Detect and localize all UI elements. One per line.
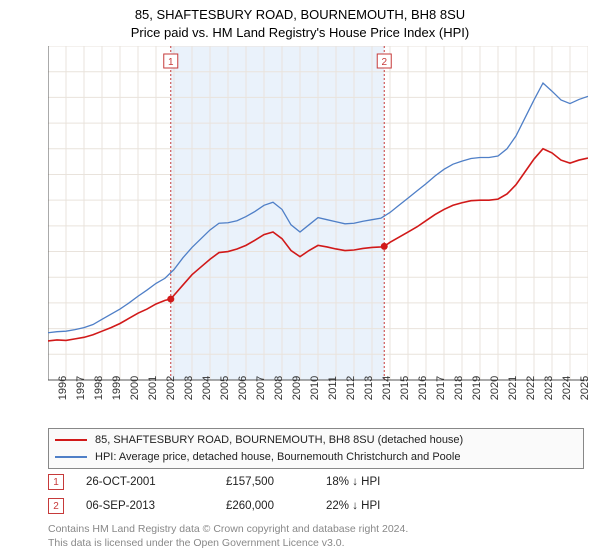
svg-text:2011: 2011 — [327, 376, 339, 400]
sale-delta-1: 18% ↓ HPI — [326, 476, 466, 488]
sales-block: 1 26-OCT-2001 £157,500 18% ↓ HPI 2 06-SE… — [48, 470, 584, 518]
title-line-2: Price paid vs. HM Land Registry's House … — [0, 24, 600, 42]
svg-text:2006: 2006 — [237, 376, 249, 400]
chart-svg: £0£50K£100K£150K£200K£250K£300K£350K£400… — [48, 46, 588, 416]
svg-text:2025: 2025 — [579, 376, 588, 400]
chart-container: 85, SHAFTESBURY ROAD, BOURNEMOUTH, BH8 8… — [0, 0, 600, 560]
svg-text:2010: 2010 — [309, 376, 321, 400]
svg-text:2015: 2015 — [399, 376, 411, 400]
svg-text:1995: 1995 — [48, 376, 51, 400]
sale-marker-1: 1 — [48, 474, 64, 490]
svg-text:2017: 2017 — [435, 376, 447, 400]
svg-text:2019: 2019 — [471, 376, 483, 400]
svg-text:2020: 2020 — [489, 376, 501, 400]
svg-text:2022: 2022 — [525, 376, 537, 400]
svg-text:2023: 2023 — [543, 376, 555, 400]
svg-text:2013: 2013 — [363, 376, 375, 400]
chart-plot-area: £0£50K£100K£150K£200K£250K£300K£350K£400… — [48, 46, 588, 416]
sale-row-2: 2 06-SEP-2013 £260,000 22% ↓ HPI — [48, 494, 584, 518]
svg-text:2004: 2004 — [201, 376, 213, 400]
legend-swatch-hpi — [55, 456, 87, 458]
title-block: 85, SHAFTESBURY ROAD, BOURNEMOUTH, BH8 8… — [0, 0, 600, 41]
footer-line-1: Contains HM Land Registry data © Crown c… — [48, 522, 584, 536]
svg-text:1997: 1997 — [75, 376, 87, 400]
svg-text:1998: 1998 — [93, 376, 105, 400]
svg-text:2003: 2003 — [183, 376, 195, 400]
svg-text:2018: 2018 — [453, 376, 465, 400]
svg-text:2012: 2012 — [345, 376, 357, 400]
sale-price-1: £157,500 — [226, 476, 326, 488]
legend-swatch-property — [55, 439, 87, 441]
sale-date-2: 06-SEP-2013 — [86, 500, 226, 512]
svg-text:2021: 2021 — [507, 376, 519, 400]
sale-price-2: £260,000 — [226, 500, 326, 512]
svg-text:2024: 2024 — [561, 376, 573, 400]
legend-label-hpi: HPI: Average price, detached house, Bour… — [95, 449, 460, 466]
footer-attribution: Contains HM Land Registry data © Crown c… — [48, 522, 584, 550]
svg-text:2016: 2016 — [417, 376, 429, 400]
title-line-1: 85, SHAFTESBURY ROAD, BOURNEMOUTH, BH8 8… — [0, 6, 600, 24]
svg-text:2: 2 — [381, 57, 387, 68]
sale-row-1: 1 26-OCT-2001 £157,500 18% ↓ HPI — [48, 470, 584, 494]
svg-text:2002: 2002 — [165, 376, 177, 400]
sale-date-1: 26-OCT-2001 — [86, 476, 226, 488]
svg-text:2009: 2009 — [291, 376, 303, 400]
legend-label-property: 85, SHAFTESBURY ROAD, BOURNEMOUTH, BH8 8… — [95, 432, 463, 449]
svg-text:2008: 2008 — [273, 376, 285, 400]
svg-text:2000: 2000 — [129, 376, 141, 400]
svg-text:1: 1 — [168, 57, 174, 68]
legend-row-property: 85, SHAFTESBURY ROAD, BOURNEMOUTH, BH8 8… — [55, 432, 577, 449]
svg-text:2014: 2014 — [381, 376, 393, 400]
sale-marker-2: 2 — [48, 498, 64, 514]
svg-text:2005: 2005 — [219, 376, 231, 400]
sale-delta-2: 22% ↓ HPI — [326, 500, 466, 512]
svg-text:1996: 1996 — [57, 376, 69, 400]
legend-row-hpi: HPI: Average price, detached house, Bour… — [55, 449, 577, 466]
svg-text:2007: 2007 — [255, 376, 267, 400]
legend-box: 85, SHAFTESBURY ROAD, BOURNEMOUTH, BH8 8… — [48, 428, 584, 469]
svg-text:2001: 2001 — [147, 376, 159, 400]
footer-line-2: This data is licensed under the Open Gov… — [48, 536, 584, 550]
svg-text:1999: 1999 — [111, 376, 123, 400]
